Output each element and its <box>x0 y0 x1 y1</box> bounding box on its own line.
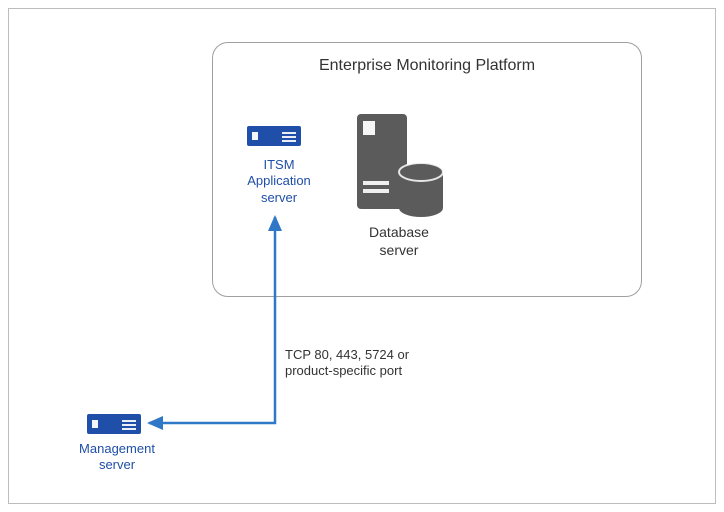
connection-label: TCP 80, 443, 5724 orproduct-specific por… <box>285 347 485 380</box>
connection-arrow <box>9 9 717 505</box>
diagram-frame: Enterprise Monitoring Platform ITSMAppli… <box>8 8 716 504</box>
